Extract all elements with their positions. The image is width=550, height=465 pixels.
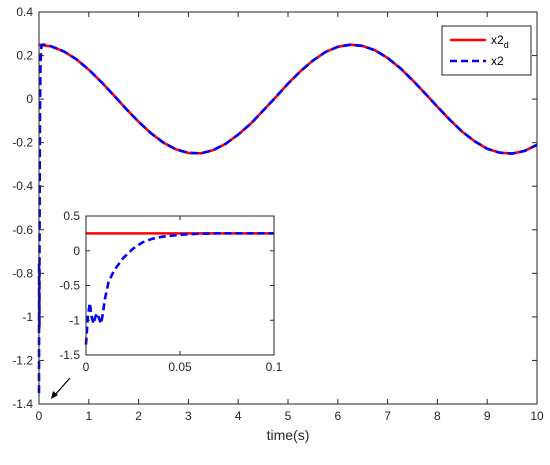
main-x-tick-label: 0 bbox=[36, 409, 43, 423]
inset-y-tick-label: -0.5 bbox=[59, 279, 80, 293]
legend-label-subscript: d bbox=[504, 40, 509, 50]
main-x-tick-label: 10 bbox=[530, 409, 544, 423]
main-y-tick-label: -0.6 bbox=[12, 223, 33, 237]
main-y-tick-label: -1 bbox=[22, 310, 33, 324]
legend-box bbox=[441, 25, 532, 76]
main-x-axis-title: time(s) bbox=[267, 427, 310, 443]
main-x-tick-label: 1 bbox=[85, 409, 92, 423]
main-x-tick-label: 7 bbox=[384, 409, 391, 423]
main-y-tick-label: -1.4 bbox=[12, 397, 33, 411]
inset-y-tick-label: 0.5 bbox=[63, 209, 80, 223]
main-y-tick-label: 0.2 bbox=[16, 49, 33, 63]
inset-y-tick-label: -1.5 bbox=[59, 348, 80, 362]
inset-x-tick-label: 0.05 bbox=[168, 360, 192, 374]
main-x-tick-label: 3 bbox=[185, 409, 192, 423]
zoom-arrow-head bbox=[51, 391, 58, 399]
main-y-tick-label: 0.4 bbox=[16, 5, 33, 19]
main-series-x2-line bbox=[37, 43, 538, 394]
main-x-tick-label: 2 bbox=[135, 409, 142, 423]
main-y-tick-label: -0.2 bbox=[12, 136, 33, 150]
main-y-tick-label: -1.2 bbox=[12, 353, 33, 367]
main-x-tick-label: 6 bbox=[334, 409, 341, 423]
legend-label-0: x2d bbox=[491, 33, 509, 50]
main-y-tick-label: 0 bbox=[26, 92, 33, 106]
inset-y-tick-label: 0 bbox=[73, 244, 80, 258]
main-x-tick-label: 5 bbox=[285, 409, 292, 423]
main-y-tick-label: -0.8 bbox=[12, 266, 33, 280]
inset-y-tick-label: -1 bbox=[69, 313, 80, 327]
zoom-arrow-shaft bbox=[53, 377, 71, 397]
legend-label-base: x2 bbox=[491, 33, 504, 47]
inset-plot: 0 0.05 0.1 0.5 0 -0.5 -1 -1.5 bbox=[59, 209, 282, 374]
legend-label-1: x2 bbox=[491, 54, 504, 68]
inset-plot-area bbox=[86, 216, 274, 355]
zoom-arrow bbox=[51, 377, 71, 399]
main-x-tick-label: 4 bbox=[235, 409, 242, 423]
inset-series-x2-line bbox=[84, 232, 274, 345]
legend-label-base: x2 bbox=[491, 54, 504, 68]
main-x-tick-label: 9 bbox=[484, 409, 491, 423]
inset-x-tick-label: 0 bbox=[83, 360, 90, 374]
inset-x-tick-label: 0.1 bbox=[266, 360, 283, 374]
main-x-tick-label: 8 bbox=[434, 409, 441, 423]
main-y-tick-label: -0.4 bbox=[12, 179, 33, 193]
